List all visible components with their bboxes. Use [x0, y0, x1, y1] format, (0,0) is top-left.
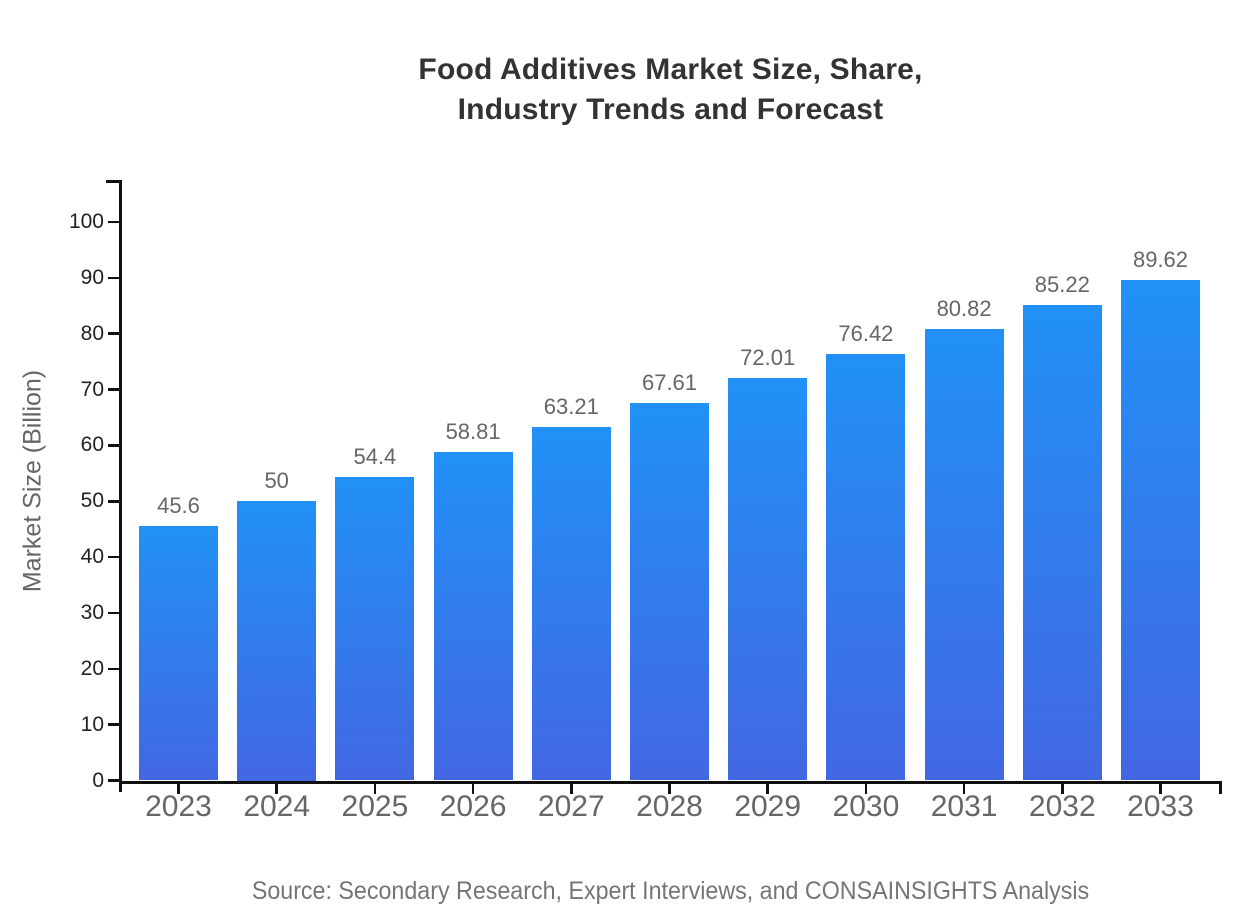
- x-axis-tick: [570, 783, 573, 794]
- x-tick-label: 2025: [341, 790, 409, 823]
- bar: [139, 525, 218, 781]
- chart-title: Food Additives Market Size, Share, Indus…: [119, 50, 1222, 130]
- y-axis-tick: [108, 611, 120, 615]
- bar: [433, 452, 513, 781]
- bar-value-label: 76.42: [838, 320, 894, 346]
- bar-value-label: 54.4: [353, 443, 397, 469]
- x-axis-tick: [1159, 783, 1162, 794]
- y-axis-tick: [108, 500, 120, 503]
- y-tick-label: 10: [80, 712, 104, 736]
- x-axis-tick: [373, 783, 377, 794]
- y-tick-label: 60: [80, 433, 104, 457]
- bar-value-label: 80.82: [936, 296, 992, 322]
- x-axis-right-cap: [1219, 780, 1222, 794]
- y-axis-tick: [108, 555, 120, 559]
- x-axis-tick: [275, 783, 278, 794]
- x-tick-label: 2027: [537, 790, 605, 823]
- bar: [630, 402, 709, 781]
- chart-title-line1: Food Additives Market Size, Share,: [418, 53, 923, 86]
- x-tick-label: 2032: [1028, 790, 1096, 823]
- source-note: Source: Secondary Research, Expert Inter…: [251, 877, 1090, 905]
- x-tick-label: 2028: [636, 790, 703, 823]
- bar-value-label: 85.22: [1034, 271, 1090, 297]
- y-tick-label: 70: [80, 377, 104, 401]
- x-axis-line: [119, 780, 1222, 784]
- bar: [335, 476, 415, 781]
- x-tick-label: 2029: [734, 790, 802, 823]
- x-axis-tick: [1061, 783, 1064, 794]
- x-axis-tick: [471, 783, 475, 794]
- y-axis-tick: [108, 779, 120, 782]
- y-tick-label: 90: [80, 265, 104, 289]
- x-axis-tick: [864, 783, 868, 794]
- y-tick-label: 40: [80, 545, 104, 569]
- bar: [728, 378, 808, 781]
- y-axis-tick: [108, 723, 120, 726]
- y-tick-label: 100: [68, 210, 104, 233]
- y-tick-label: 0: [92, 768, 104, 792]
- bar: [237, 501, 317, 781]
- y-tick-label: 50: [80, 489, 104, 513]
- bar-value-label: 72.01: [740, 345, 796, 371]
- y-axis-tick: [108, 220, 120, 224]
- y-axis-tick: [108, 332, 120, 335]
- y-axis-tick: [108, 276, 120, 280]
- bar: [531, 427, 611, 781]
- bar: [1022, 304, 1102, 781]
- x-axis-tick: [668, 783, 671, 794]
- bar-value-label: 45.6: [157, 492, 200, 518]
- x-axis-tick: [177, 783, 180, 794]
- x-tick-label: 2033: [1127, 790, 1194, 823]
- x-tick-label: 2026: [439, 790, 507, 823]
- y-axis-tick: [108, 388, 120, 391]
- bar-value-label: 67.61: [641, 369, 698, 395]
- bar: [1121, 279, 1200, 781]
- y-tick-label: 20: [80, 656, 104, 680]
- bar-value-label: 89.62: [1132, 246, 1189, 272]
- x-tick-label: 2024: [243, 790, 311, 823]
- y-axis-line: [119, 180, 122, 792]
- x-axis-tick: [962, 783, 966, 794]
- x-tick-label: 2031: [930, 790, 998, 823]
- x-axis-tick: [766, 783, 769, 794]
- bar: [924, 329, 1004, 781]
- y-tick-label: 30: [80, 600, 104, 624]
- x-tick-label: 2023: [145, 790, 212, 823]
- y-axis-tick: [108, 667, 120, 671]
- y-axis-tick: [108, 444, 120, 447]
- y-tick-label: 80: [80, 321, 104, 345]
- y-axis-top-cap: [106, 180, 119, 183]
- chart-title-line2: Industry Trends and Forecast: [457, 93, 884, 126]
- bar-value-label: 50: [264, 468, 289, 494]
- x-tick-label: 2030: [832, 790, 900, 823]
- bar: [826, 353, 906, 781]
- bar-value-label: 58.81: [445, 419, 501, 445]
- bar-value-label: 63.21: [543, 394, 599, 420]
